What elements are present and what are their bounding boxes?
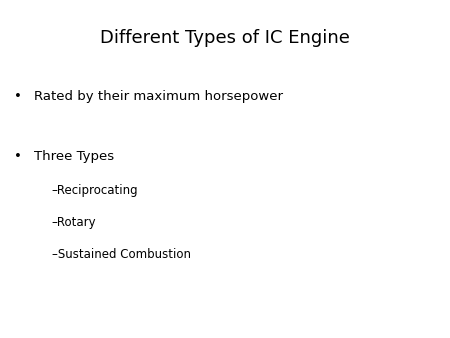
Text: –Sustained Combustion: –Sustained Combustion: [52, 248, 191, 261]
Text: –Reciprocating: –Reciprocating: [52, 184, 139, 197]
Text: Different Types of IC Engine: Different Types of IC Engine: [100, 29, 350, 47]
Text: Rated by their maximum horsepower: Rated by their maximum horsepower: [34, 90, 283, 102]
Text: Three Types: Three Types: [34, 150, 114, 163]
Text: •: •: [14, 150, 22, 163]
Text: •: •: [14, 90, 22, 102]
Text: –Rotary: –Rotary: [52, 216, 96, 229]
